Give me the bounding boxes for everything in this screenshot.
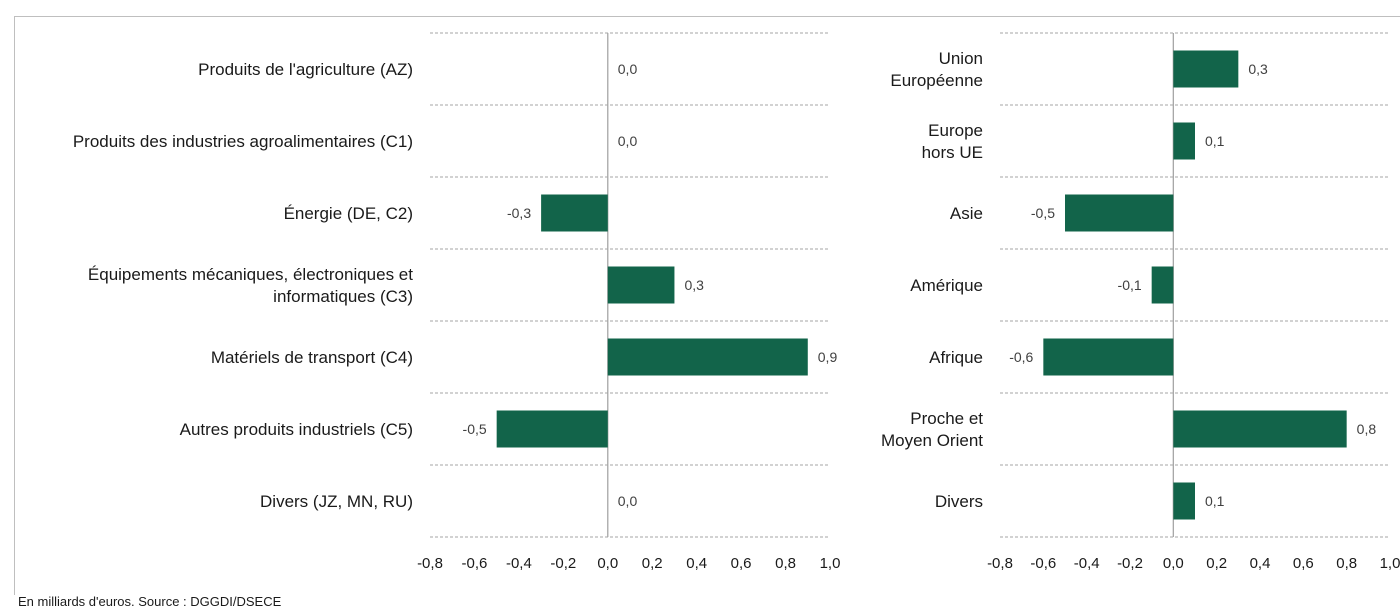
- x-tick-label: -0,4: [1074, 555, 1100, 572]
- chart-1: Produits de l'agriculture (AZ) 0,0 Produit…: [73, 32, 841, 572]
- bar: [1065, 194, 1174, 232]
- category-label-line: Proche et: [910, 409, 983, 428]
- x-tick-label: 0,4: [686, 555, 707, 572]
- x-tick-label: -0,4: [506, 555, 532, 572]
- category-label: Matériels de transport (C4): [211, 348, 413, 367]
- x-tick-label: -0,6: [462, 555, 488, 572]
- bar: [1043, 338, 1174, 376]
- bar: [1173, 122, 1195, 160]
- category-label-line: Asie: [950, 204, 983, 223]
- data-label: 0,0: [618, 133, 638, 149]
- category-label: Produits des industries agroalimentaires…: [73, 132, 413, 151]
- category-label: Équipements mécaniques, électroniques et…: [88, 265, 413, 306]
- bar: [1173, 50, 1239, 88]
- x-tick-label: 0,8: [1336, 555, 1357, 572]
- bar: [541, 194, 608, 232]
- category-label-line: Europe: [928, 121, 983, 140]
- bar: [607, 338, 808, 376]
- x-tick-label: 0,0: [1163, 555, 1184, 572]
- category-label: Asie: [950, 204, 983, 223]
- category-label-line: Amérique: [910, 276, 983, 295]
- category-label-line: Divers: [935, 492, 983, 511]
- x-tick-label: 0,0: [597, 555, 618, 572]
- x-tick-label: -0,8: [417, 555, 443, 572]
- category-label: Autres produits industriels (C5): [180, 420, 413, 439]
- category-label-line: Matériels de transport (C4): [211, 348, 413, 367]
- category-label-line: Divers (JZ, MN, RU): [260, 492, 413, 511]
- category-label-line: Produits des industries agroalimentaires…: [73, 132, 413, 151]
- x-tick-label: 1,0: [820, 555, 841, 572]
- x-tick-label: -0,2: [1117, 555, 1143, 572]
- data-label: 0,8: [1357, 421, 1377, 437]
- category-label: Union Européenne: [890, 49, 983, 90]
- data-label: 0,0: [618, 61, 638, 77]
- x-tick-label: -0,8: [987, 555, 1013, 572]
- chart-frame: [14, 16, 1400, 595]
- category-label-line: Équipements mécaniques, électroniques et: [88, 265, 413, 284]
- chart-2: Union Européenne 0,3 Europe hors UE 0,1 Asie -0…: [881, 32, 1400, 572]
- category-label: Énergie (DE, C2): [284, 204, 413, 223]
- x-tick-label: 0,8: [775, 555, 796, 572]
- category-label: Divers (JZ, MN, RU): [260, 492, 413, 511]
- data-label: 0,1: [1205, 133, 1225, 149]
- data-label: 0,3: [1248, 61, 1268, 77]
- data-label: 0,1: [1205, 493, 1225, 509]
- data-label: -0,5: [1031, 205, 1055, 221]
- x-tick-label: 0,2: [642, 555, 663, 572]
- x-tick-label: 0,6: [1293, 555, 1314, 572]
- category-label-line: informatiques (C3): [273, 287, 413, 306]
- category-label-line: Moyen Orient: [881, 431, 983, 450]
- category-label-line: hors UE: [922, 143, 983, 162]
- category-label-line: Afrique: [929, 348, 983, 367]
- x-tick-label: 1,0: [1380, 555, 1400, 572]
- x-tick-label: 0,4: [1250, 555, 1271, 572]
- category-label-line: Énergie (DE, C2): [284, 204, 413, 223]
- bar: [496, 410, 608, 448]
- x-tick-label: -0,6: [1030, 555, 1056, 572]
- data-label: -0,6: [1009, 349, 1033, 365]
- category-label-line: Produits de l'agriculture (AZ): [198, 60, 413, 79]
- data-label: 0,3: [684, 277, 704, 293]
- bar: [1151, 266, 1174, 304]
- category-label: Afrique: [929, 348, 983, 367]
- category-label: Europe hors UE: [922, 121, 983, 162]
- source-footnote: En milliards d'euros. Source : DGGDI/DSE…: [18, 594, 282, 609]
- category-label-line: Européenne: [890, 71, 983, 90]
- data-label: -0,5: [463, 421, 487, 437]
- category-label: Amérique: [910, 276, 983, 295]
- category-label: Divers: [935, 492, 983, 511]
- category-label: Produits de l'agriculture (AZ): [198, 60, 413, 79]
- data-label: -0,1: [1118, 277, 1142, 293]
- bar: [607, 266, 675, 304]
- bar: [1173, 410, 1347, 448]
- x-tick-label: 0,6: [731, 555, 752, 572]
- data-label: -0,3: [507, 205, 531, 221]
- category-label: Proche et Moyen Orient: [881, 409, 983, 450]
- x-tick-label: 0,2: [1206, 555, 1227, 572]
- bar: [1173, 482, 1195, 520]
- category-label-line: Autres produits industriels (C5): [180, 420, 413, 439]
- x-tick-label: -0,2: [550, 555, 576, 572]
- category-label-line: Union: [939, 49, 983, 68]
- data-label: 0,9: [818, 349, 838, 365]
- data-label: 0,0: [618, 493, 638, 509]
